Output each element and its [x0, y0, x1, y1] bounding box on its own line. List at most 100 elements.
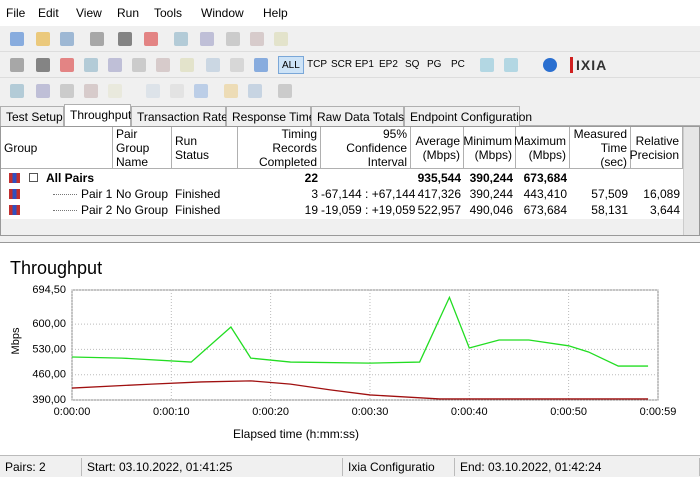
- row-icon: [9, 189, 20, 199]
- table-cell: Finished: [175, 203, 221, 217]
- y-tick-label: 694,50: [32, 284, 66, 296]
- tab[interactable]: Raw Data Totals: [311, 106, 404, 126]
- y-tick-label: 530,00: [32, 343, 66, 355]
- menu-item[interactable]: File: [6, 6, 26, 20]
- x-tick-label: 0:00:50: [550, 406, 587, 418]
- help-button[interactable]: [543, 58, 557, 72]
- header-text: Pair Group Name: [116, 126, 150, 169]
- toolbar-button[interactable]: [132, 58, 146, 72]
- header-text: Measured Time (sec): [573, 126, 627, 169]
- results-table: Group Pair Group Name Run Status Timing Rec…: [0, 126, 700, 236]
- toolbar-button[interactable]: [206, 58, 220, 72]
- menu-item[interactable]: Edit: [38, 6, 59, 20]
- filter-button[interactable]: ALL: [278, 56, 304, 74]
- filter-button[interactable]: EP2: [379, 59, 398, 70]
- y-axis-title: Mbps: [10, 327, 22, 354]
- column-header[interactable]: Group: [1, 127, 113, 169]
- filter-button[interactable]: EP1: [355, 59, 374, 70]
- x-tick-label: 0:00:00: [54, 406, 91, 418]
- toolbar-button[interactable]: [504, 58, 518, 72]
- table-cell: Pair 1: [81, 187, 113, 201]
- toolbar-button[interactable]: [36, 84, 50, 98]
- toolbar-button[interactable]: [84, 84, 98, 98]
- table-cell: 57,509: [591, 187, 628, 201]
- toolbar-button[interactable]: [60, 84, 74, 98]
- column-header[interactable]: Relative Precision: [630, 127, 683, 169]
- filter-button[interactable]: SCR: [331, 59, 353, 70]
- menu-item[interactable]: Tools: [154, 6, 183, 20]
- toolbar-button[interactable]: [174, 32, 188, 46]
- table-cell: All Pairs: [46, 171, 95, 185]
- table-cell: Pair 2: [81, 203, 113, 217]
- toolbar-button[interactable]: [200, 32, 214, 46]
- table-cell: 16,089: [643, 187, 680, 201]
- toolbar-button[interactable]: [156, 58, 170, 72]
- table-cell: 3: [311, 187, 318, 201]
- filter-button[interactable]: PC: [451, 59, 465, 70]
- toolbar-button[interactable]: [226, 32, 240, 46]
- y-tick-label: 390,00: [32, 394, 66, 406]
- toolbar-button[interactable]: [10, 58, 24, 72]
- column-header[interactable]: Average (Mbps): [411, 127, 464, 169]
- toolbar-button[interactable]: [60, 58, 74, 72]
- toolbar-button[interactable]: [224, 84, 238, 98]
- tab[interactable]: Test Setup: [0, 106, 64, 126]
- menu-item[interactable]: View: [76, 6, 102, 20]
- tab[interactable]: Endpoint Configuration: [404, 106, 532, 126]
- toolbar-button[interactable]: [118, 32, 132, 46]
- collapse-toggle[interactable]: [29, 173, 38, 182]
- table-cell: 22: [304, 171, 318, 185]
- column-header[interactable]: Run Status: [172, 127, 238, 169]
- x-tick-label: 0:00:30: [352, 406, 389, 418]
- toolbar-button[interactable]: [10, 32, 24, 46]
- toolbar-button[interactable]: [250, 32, 264, 46]
- table-cell: 673,684: [523, 171, 567, 185]
- column-header[interactable]: 95% Confidence Interval: [321, 127, 411, 169]
- x-tick-label: 0:00:59: [640, 406, 677, 418]
- toolbar-button[interactable]: [170, 84, 184, 98]
- tab[interactable]: Response Time: [226, 106, 315, 126]
- toolbar-button[interactable]: [36, 32, 50, 46]
- column-header[interactable]: Minimum (Mbps): [463, 127, 516, 169]
- menu-item[interactable]: Window: [201, 6, 244, 20]
- table-cell: 935,544: [417, 171, 461, 185]
- toolbar-button[interactable]: [144, 32, 158, 46]
- table-cell: Finished: [175, 187, 221, 201]
- toolbar-button[interactable]: [480, 58, 494, 72]
- menu-item[interactable]: Run: [117, 6, 140, 20]
- table-cell: 19: [304, 203, 318, 217]
- toolbar-button[interactable]: [254, 58, 268, 72]
- toolbar-button[interactable]: [194, 84, 208, 98]
- header-text: Group: [4, 140, 38, 155]
- toolbar-button[interactable]: [60, 32, 74, 46]
- toolbar-button[interactable]: [180, 58, 194, 72]
- tab[interactable]: Throughput: [64, 104, 131, 126]
- toolbar-button[interactable]: [90, 32, 104, 46]
- row-icon: [9, 173, 20, 183]
- toolbar-button[interactable]: [146, 84, 160, 98]
- filter-button[interactable]: PG: [427, 59, 442, 70]
- table-cell: -67,144 : +67,144: [321, 187, 416, 201]
- table-cell: 390,244: [469, 187, 513, 201]
- toolbar: [0, 78, 700, 104]
- toolbar-button[interactable]: [230, 58, 244, 72]
- table-cell: 390,244: [469, 171, 513, 185]
- toolbar-button[interactable]: [248, 84, 262, 98]
- toolbar-button[interactable]: [274, 32, 288, 46]
- menu-item[interactable]: Help: [263, 6, 288, 20]
- column-header[interactable]: Measured Time (sec): [570, 127, 631, 169]
- toolbar-button[interactable]: [36, 58, 50, 72]
- tab[interactable]: Transaction Rate: [131, 106, 228, 126]
- toolbar-button[interactable]: [108, 84, 122, 98]
- toolbar-button[interactable]: [108, 58, 122, 72]
- filter-button[interactable]: SQ: [405, 59, 420, 70]
- column-header[interactable]: Maximum (Mbps): [514, 127, 570, 169]
- y-tick-label: 460,00: [32, 369, 66, 381]
- toolbar-button[interactable]: [10, 84, 24, 98]
- filter-button[interactable]: TCP: [307, 59, 327, 70]
- toolbar-button[interactable]: [278, 84, 292, 98]
- column-header[interactable]: Pair Group Name: [113, 127, 172, 169]
- status-bar: Pairs: 2 Start: 03.10.2022, 01:41:25 Ixia …: [0, 455, 700, 477]
- column-header[interactable]: Timing Records Completed: [238, 127, 321, 169]
- toolbar-button[interactable]: [84, 58, 98, 72]
